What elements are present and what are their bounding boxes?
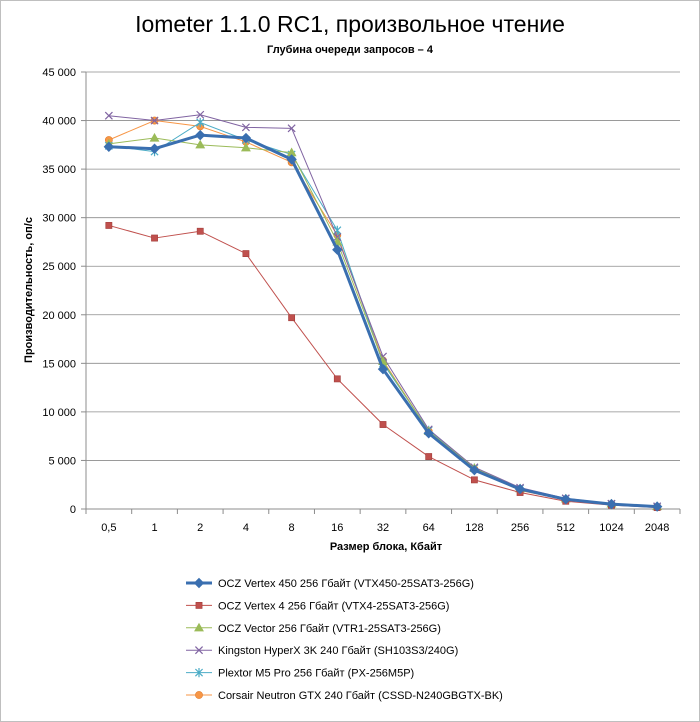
data-point	[104, 111, 113, 120]
data-point	[150, 116, 159, 125]
data-point	[195, 129, 206, 141]
data-point	[151, 234, 158, 242]
data-point	[196, 227, 204, 235]
data-point	[240, 132, 252, 144]
legend-item-6: Corsair Neutron GTX 240 Гбайт (CSSD-N240…	[186, 690, 503, 702]
legend-label: OCZ Vector 256 Гбайт (VTR1-25SAT3-256G)	[218, 623, 441, 635]
x-tick-label: 1	[151, 522, 157, 534]
legend-marker	[194, 622, 204, 632]
data-point	[286, 154, 297, 165]
data-point	[651, 501, 663, 512]
legend-label: OCZ Vertex 4 256 Гбайт (VTX4-25SAT3-256G…	[218, 600, 449, 612]
data-point	[425, 453, 433, 460]
data-point	[332, 244, 343, 255]
data-point	[379, 421, 387, 428]
y-tick-label: 35 000	[42, 164, 76, 176]
data-point	[470, 476, 478, 484]
data-point	[105, 222, 113, 229]
legend-marker	[193, 577, 205, 589]
y-tick-label: 45 000	[42, 67, 76, 79]
x-tick-label: 8	[289, 522, 295, 534]
y-tick-label: 40 000	[42, 116, 76, 128]
y-tick-label: 20 000	[42, 310, 76, 322]
legend-item-5: Plextor M5 Pro 256 Гбайт (PX-256M5P)	[186, 668, 414, 680]
data-point	[103, 141, 115, 152]
data-point	[514, 483, 526, 495]
series-layer	[103, 110, 663, 512]
data-point	[195, 139, 206, 149]
legend: OCZ Vertex 450 256 Гбайт (VTX450-25SAT3-…	[186, 577, 503, 702]
x-tick-label: 2	[197, 522, 203, 534]
x-tick-label: 0,5	[101, 522, 116, 534]
y-tick-label: 15 000	[42, 358, 76, 370]
legend-marker	[194, 646, 204, 655]
x-tick-label: 16	[331, 522, 343, 534]
legend-marker	[195, 691, 203, 699]
legend-item-3: OCZ Vector 256 Гбайт (VTR1-25SAT3-256G)	[186, 622, 441, 635]
data-point	[423, 428, 434, 439]
y-tick-label: 10 000	[42, 407, 76, 419]
series-1	[103, 129, 663, 512]
data-point	[196, 110, 205, 119]
x-axis-title: Размер блока, Кбайт	[330, 541, 443, 553]
legend-marker	[194, 668, 204, 678]
gridlines	[86, 71, 680, 461]
legend-item-1: OCZ Vertex 450 256 Гбайт (VTX450-25SAT3-…	[186, 577, 474, 590]
data-point	[241, 123, 250, 132]
data-point	[333, 375, 341, 383]
x-tick-label: 128	[465, 522, 483, 534]
chart-title: Iometer 1.1.0 RC1, произвольное чтение	[135, 11, 565, 37]
y-tick-label: 30 000	[42, 213, 76, 225]
data-point	[196, 117, 205, 128]
chart-subtitle: Глубина очереди запросов – 4	[267, 44, 434, 56]
legend-label: Plextor M5 Pro 256 Гбайт (PX-256M5P)	[218, 668, 414, 680]
legend-item-2: OCZ Vertex 4 256 Гбайт (VTX4-25SAT3-256G…	[186, 600, 449, 612]
x-tick-label: 2048	[645, 522, 669, 534]
y-tick-label: 5 000	[48, 455, 76, 467]
y-axis-title: Производительность, оп/с	[23, 217, 35, 363]
x-tick-label: 64	[423, 522, 435, 534]
data-point	[333, 225, 342, 235]
data-point	[606, 498, 617, 510]
data-point	[240, 142, 251, 152]
x-tick-label: 32	[377, 522, 389, 534]
legend-label: Kingston HyperX 3K 240 Гбайт (SH103S3/24…	[218, 645, 458, 657]
legend-item-4: Kingston HyperX 3K 240 Гбайт (SH103S3/24…	[186, 645, 458, 657]
data-point	[149, 132, 160, 142]
data-point	[288, 314, 296, 322]
data-point	[149, 143, 160, 154]
x-tick-label: 4	[243, 522, 249, 534]
legend-marker	[195, 601, 203, 609]
x-tick-label: 512	[557, 522, 575, 534]
y-tick-label: 25 000	[42, 261, 76, 273]
x-tick-label: 256	[511, 522, 529, 534]
legend-label: Corsair Neutron GTX 240 Гбайт (CSSD-N240…	[218, 690, 503, 702]
legend-label: OCZ Vertex 450 256 Гбайт (VTX450-25SAT3-…	[218, 578, 474, 590]
x-tick-label: 1024	[599, 522, 623, 534]
axes: 0 5 000 10 000 15 000 20 000 25 000 30 000 35 0…	[42, 67, 681, 534]
data-point	[560, 494, 571, 505]
data-point	[469, 464, 480, 476]
data-point	[377, 363, 389, 375]
y-tick-label: 0	[70, 504, 76, 516]
data-point	[242, 250, 250, 257]
data-point	[287, 124, 296, 133]
